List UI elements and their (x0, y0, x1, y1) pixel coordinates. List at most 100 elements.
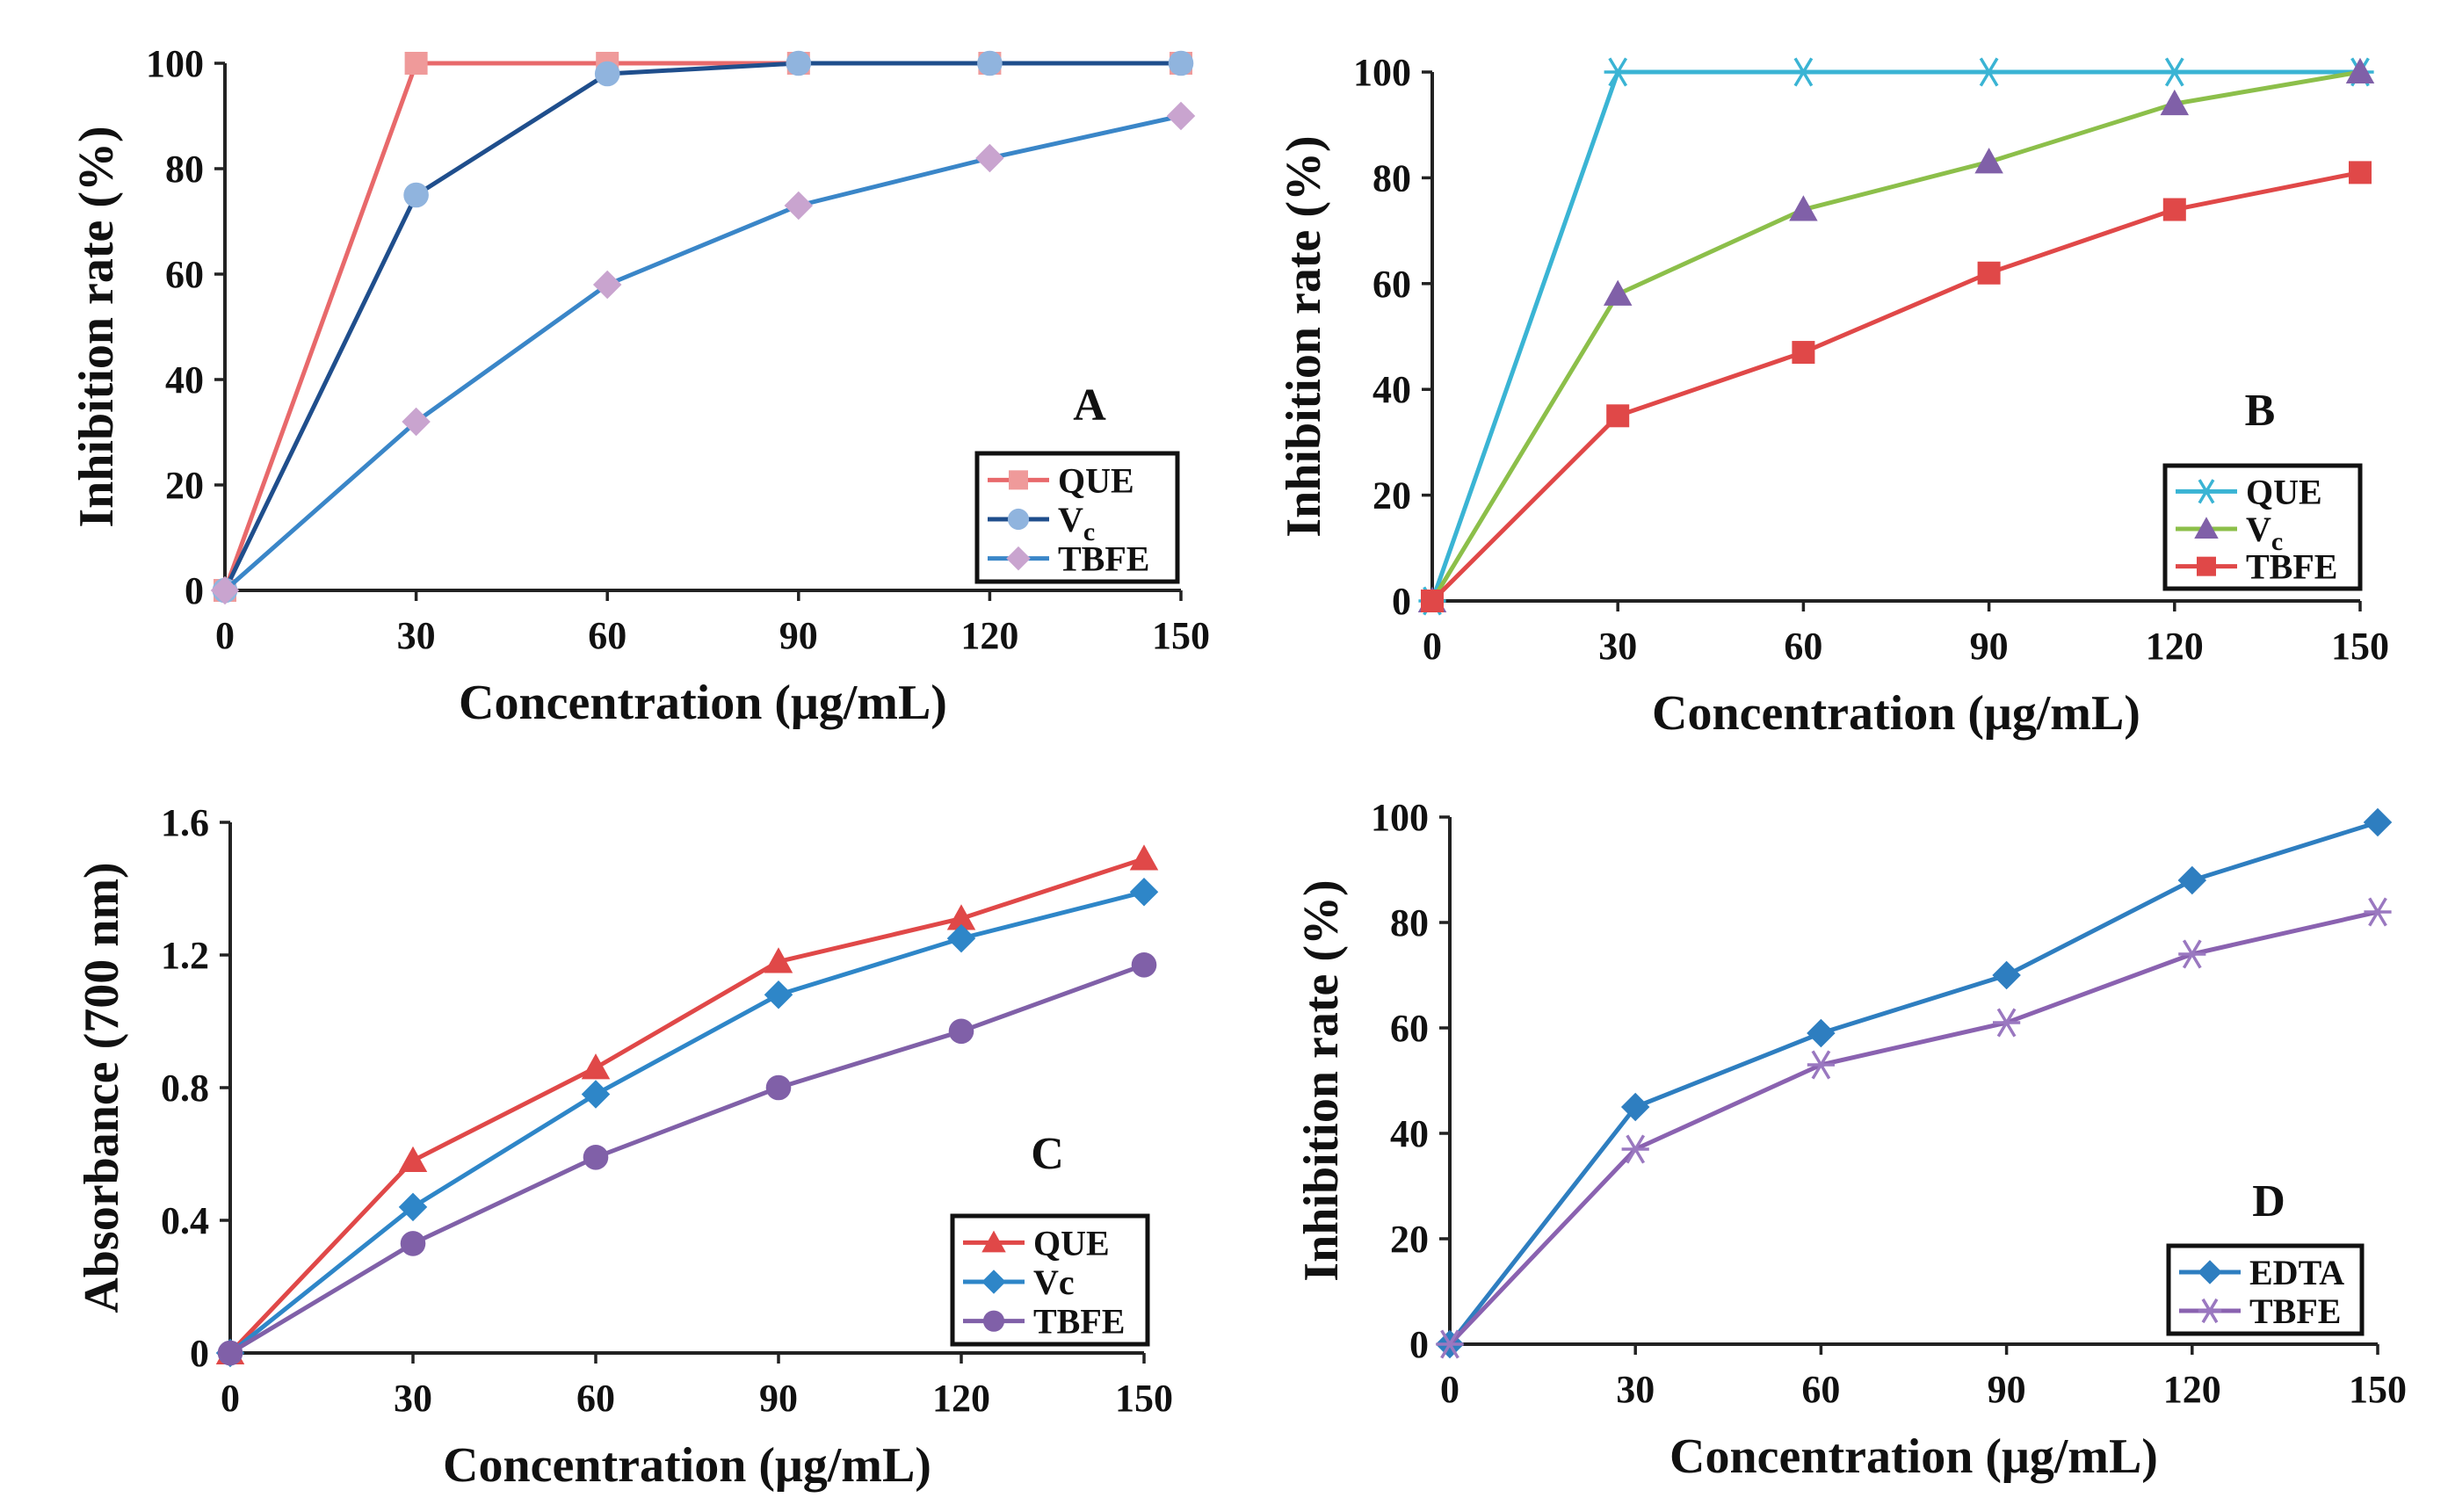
panel-c-data-point (948, 1018, 974, 1045)
panel-c-data-point (1129, 844, 1159, 871)
panel-a-data-point (402, 407, 431, 437)
panel-a-data-point (977, 50, 1003, 76)
panel-b-y-tick-label: 100 (1353, 51, 1411, 94)
panel-d-data-point (2363, 807, 2393, 837)
panel-a-data-point (404, 52, 428, 75)
panel-b-data-point (1975, 57, 2003, 87)
panel-b-legend-label: QUE (2246, 472, 2322, 511)
panel-b-legend-marker (2194, 479, 2219, 504)
panel-c-data-point (1129, 878, 1159, 907)
panel-a-series-line (223, 113, 1182, 592)
panel-b-x-axis-label: Concentration (μg/mL) (1652, 686, 2140, 741)
panel-a-data-point (592, 270, 622, 300)
panel-c-chart: 0 0.4 0.8 1.2 1.6 0 30 60 90 120 150 Concentration … (75, 801, 1173, 1493)
panel-c-x-tick-label: 0 (221, 1377, 240, 1420)
panel-b-legend-marker (2194, 517, 2219, 539)
panel-b-legend-label: Vc (2246, 510, 2283, 556)
panel-d-y-tick-label: 0 (1409, 1323, 1429, 1366)
panel-c-panel-letter: C (1031, 1129, 1064, 1179)
panel-d-y-tick-label: 40 (1390, 1112, 1429, 1155)
panel-d-y-tick-label: 100 (1371, 796, 1429, 839)
panel-b-x-tick-label: 30 (1598, 625, 1637, 668)
panel-b-y-tick-label: 0 (1392, 580, 1411, 623)
panel-a-x-tick-label: 60 (588, 614, 626, 657)
panel-d-y-tick-label: 80 (1390, 901, 1429, 944)
panel-b-data-point (2349, 161, 2372, 184)
panel-a-legend-label: TBFE (1058, 539, 1149, 579)
panel-a-data-point (210, 575, 240, 605)
panel-a-panel-letter: A (1073, 380, 1106, 430)
panel-a-data-point (975, 143, 1004, 173)
panel-a-data-point (784, 191, 814, 221)
panel-b-legend-marker (2197, 556, 2216, 576)
panel-a-y-tick-label: 20 (165, 464, 204, 507)
panel-b-series-line (1430, 69, 2361, 603)
panel-d-data-point (1621, 1134, 1649, 1164)
panel-a-x-tick-label: 120 (960, 614, 1018, 657)
panel-b-data-point (2345, 57, 2375, 83)
panel-c-series-tbfe (217, 952, 1157, 1366)
panel-d-series-line (1448, 820, 2379, 1346)
panel-c-y-tick-label: 1.6 (161, 801, 209, 844)
panel-d-y-tick-label: 60 (1390, 1007, 1429, 1050)
panel-a-x-tick-label: 90 (779, 614, 818, 657)
panel-c-data-point (581, 1053, 611, 1080)
panel-c-legend-label: QUE (1033, 1223, 1110, 1262)
panel-c-series-line (228, 857, 1145, 1355)
panel-b-x-tick-label: 0 (1423, 625, 1442, 668)
panel-b-data-point (1603, 279, 1633, 306)
panel-a-y-tick-label: 100 (146, 42, 204, 85)
panel-c-data-point (581, 1080, 611, 1109)
panel-c-x-axis-label: Concentration (μg/mL) (443, 1438, 931, 1493)
panel-d-legend-box (2166, 1243, 2365, 1336)
panel-a-y-tick-label: 40 (165, 358, 204, 402)
panel-a-data-point (594, 61, 620, 87)
panel-d-data-point (1620, 1092, 1650, 1122)
panel-a-chart: 0 20 40 60 80 100 0 30 60 90 120 150 Concentration (… (69, 42, 1210, 730)
panel-d-y-axis-label: Inhibition rate (%) (1294, 879, 1349, 1281)
panel-b-series-line (1430, 69, 2360, 602)
panel-d-data-point (1436, 1329, 1464, 1359)
panel-d-x-tick-label: 0 (1440, 1368, 1459, 1411)
panel-b-panel-letter: B (2245, 386, 2276, 436)
panel-d-x-tick-label: 90 (1988, 1368, 2026, 1411)
panel-b-x-tick-label: 60 (1784, 625, 1822, 668)
panel-d-legend-marker (2198, 1260, 2222, 1284)
panel-c-data-point (398, 1146, 428, 1173)
panel-a-legend-marker (1006, 546, 1031, 571)
panel-b-y-axis-label: Inhibition rate (%) (1277, 135, 1331, 537)
panels-layer: 0 20 40 60 80 100 0 30 60 90 120 150 Concentration (… (69, 42, 2407, 1493)
panel-b-data-point (1606, 404, 1630, 428)
panel-c-data-point (400, 1231, 426, 1256)
panel-d-y-tick-label: 20 (1390, 1218, 1429, 1261)
panel-b-data-point (1789, 57, 1817, 87)
panel-c-legend-label: Vc (1033, 1262, 1075, 1302)
panel-d-x-tick-label: 120 (2163, 1368, 2221, 1411)
panel-d-legend-marker (2198, 1298, 2222, 1324)
panel-d-legend-label: TBFE (2249, 1291, 2341, 1331)
panel-a-x-tick-label: 0 (215, 614, 235, 657)
panel-d-x-tick-label: 150 (2349, 1368, 2407, 1411)
panel-b-x-tick-label: 150 (2331, 625, 2389, 668)
panel-b-chart: 0 20 40 60 80 100 0 30 60 90 120 150 Concentration (… (1277, 51, 2389, 741)
panel-c-legend-label: TBFE (1033, 1302, 1125, 1342)
panel-c-legend-marker (982, 1310, 1005, 1332)
panel-c-x-tick-label: 30 (394, 1377, 432, 1420)
panel-c-data-point (764, 947, 793, 973)
panel-d-legend-label: EDTA (2249, 1253, 2344, 1292)
panel-d-data-point (2177, 865, 2207, 895)
panel-c-y-tick-label: 0.4 (161, 1199, 209, 1242)
panel-c-data-point (946, 923, 976, 953)
panel-a-x-tick-label: 150 (1152, 614, 1210, 657)
panel-d-chart: 0 20 40 60 80 100 0 30 60 90 120 150 Concentration (… (1294, 796, 2407, 1484)
panel-d-series-tbfe (1436, 897, 2392, 1359)
panel-b-data-point (1604, 57, 1632, 87)
panel-d-data-point (1993, 1008, 2021, 1038)
panel-d-x-tick-label: 30 (1616, 1368, 1655, 1411)
panel-c-x-tick-label: 90 (759, 1377, 798, 1420)
panel-c-data-point (1131, 952, 1157, 978)
panel-b-data-point (2161, 57, 2189, 87)
